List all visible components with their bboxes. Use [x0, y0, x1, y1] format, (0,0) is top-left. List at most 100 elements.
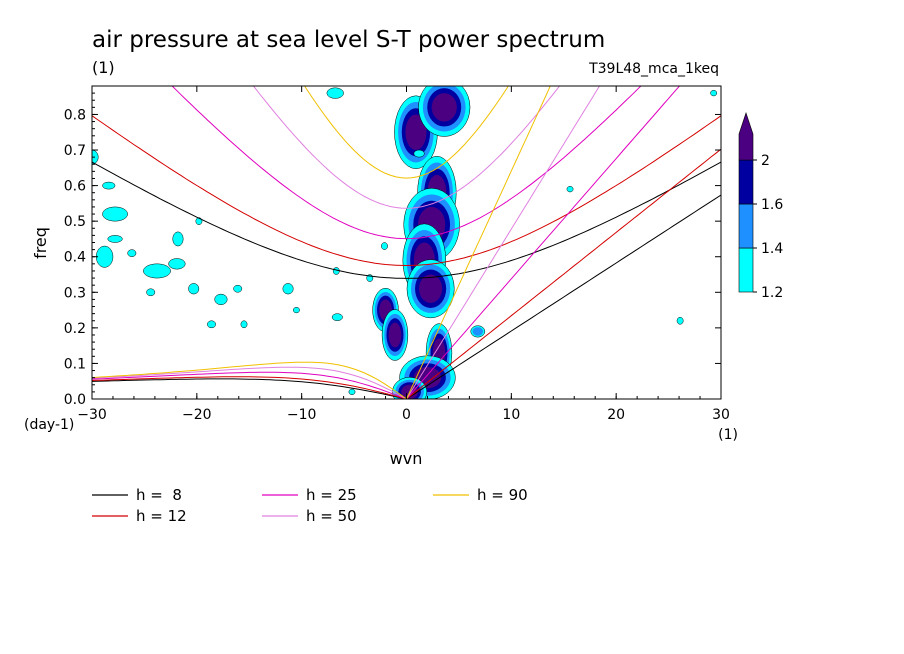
contour-region [168, 258, 186, 270]
x-tick-label: −10 [287, 407, 317, 423]
contour-fill-1.2 [240, 320, 248, 329]
contour-fill-1.2 [381, 242, 388, 250]
x-tick-label: 10 [502, 407, 520, 423]
contour-region [102, 181, 116, 190]
ig-curve-h8 [92, 161, 721, 279]
contour-fill-1.2 [413, 149, 425, 158]
contour-region [143, 263, 171, 279]
dispersion-curves [92, 86, 721, 399]
rossby-curve-h25 [92, 371, 407, 399]
kelvin-curve-h12 [406, 148, 721, 399]
contour-fill-1.2 [214, 293, 228, 305]
contour-fill-1.2 [326, 87, 344, 99]
legend-label: h = 50 [306, 507, 357, 525]
contour-fill-1.2 [172, 231, 184, 247]
colorbar-swatch [738, 247, 754, 293]
contour-region [214, 293, 228, 305]
contour-region [172, 231, 184, 247]
contour-fill-1.2 [233, 284, 243, 293]
y-tick-label: 0.6 [64, 179, 86, 195]
contour-region [676, 316, 684, 325]
contour-fill-1.2 [146, 288, 156, 297]
chart-title-unit: (1) [92, 58, 115, 77]
contour-region [348, 388, 356, 395]
contour-fill-2 [431, 93, 457, 122]
contour-fill-1.2 [293, 306, 300, 314]
contour-fill-1.2 [566, 186, 574, 193]
kelvin-curve-h8 [406, 194, 721, 399]
legend-label: h = 8 [136, 486, 182, 504]
run-label: T39L48_mca_1keq [588, 61, 719, 77]
legend-label: h = 12 [136, 507, 187, 525]
rossby-curve-h12 [92, 376, 407, 399]
contour-fill-1.2 [168, 258, 186, 270]
contour-region [470, 325, 486, 338]
x-tick-label: 0 [402, 407, 411, 423]
contour-region [331, 313, 343, 321]
contour-region [95, 245, 114, 268]
contour-fill-1.2 [102, 181, 116, 190]
y-tick-label: 0.2 [64, 321, 86, 337]
legend-label: h = 90 [477, 486, 528, 504]
contour-layer [92, 86, 718, 399]
y-axis-unit: (day-1) [24, 417, 74, 433]
x-axis-unit: (1) [718, 427, 738, 443]
contour-region [92, 149, 99, 165]
y-tick-label: 0.5 [64, 214, 86, 230]
y-axis-label: freq [31, 227, 50, 259]
ig-curve-h12 [92, 115, 721, 267]
contour-region [293, 306, 300, 314]
y-tick-label: 0.8 [64, 107, 86, 123]
contour-fill-1.2 [710, 90, 718, 97]
contour-region [146, 288, 156, 297]
contour-region [207, 320, 216, 329]
y-tick-label: 0.7 [64, 143, 86, 159]
contour-region [381, 309, 409, 361]
colorbar-label: 1.4 [761, 241, 783, 257]
legend: h = 8 h = 12 h = 25 h = 50 h = 90 [92, 486, 528, 525]
contour-region [710, 90, 718, 97]
contour-fill-2 [405, 114, 427, 151]
contour-region [413, 149, 425, 158]
contour-fill-1.2 [127, 249, 137, 257]
contour-region [381, 242, 388, 250]
contour-fill-1.2 [92, 149, 99, 165]
chart-title: air pressure at sea level S-T power spec… [92, 27, 605, 53]
contour-region [406, 259, 455, 319]
contour-region [282, 283, 294, 295]
axes-layer: −30 −20 −10 0 10 20 30 0.0 0.1 0.2 0.3 0.4 0.5 0.6 0.7… [64, 86, 730, 423]
contour-fill-1.2 [102, 206, 128, 222]
x-axis-label: wvn [390, 449, 423, 468]
x-tick-label: 30 [712, 407, 730, 423]
contour-region [107, 235, 123, 243]
contour-fill-1.2 [143, 263, 171, 279]
rossby-curve-h50 [92, 366, 407, 399]
contour-fill-1.2 [348, 388, 356, 395]
y-tick-label: 0.3 [64, 285, 86, 301]
contour-fill-1.2 [107, 235, 123, 243]
y-tick-label: 0.0 [64, 392, 86, 408]
rossby-curve-h8 [92, 378, 407, 399]
kelvin-curve-h25 [406, 86, 681, 399]
contour-region [188, 283, 200, 295]
legend-label: h = 25 [306, 486, 357, 504]
colorbar: 1.2 1.4 1.6 2 [738, 112, 783, 301]
y-tick-label: 0.4 [64, 250, 86, 266]
y-tick-label: 0.1 [64, 356, 86, 372]
kelvin-curve-h90 [406, 86, 551, 399]
contour-region [418, 86, 471, 137]
colorbar-swatch [738, 203, 754, 249]
ig-curve-h25 [171, 86, 642, 240]
colorbar-label: 2 [761, 153, 770, 169]
contour-fill-1.2 [95, 245, 114, 268]
contour-fill-1.2 [207, 320, 216, 329]
contour-fill-1.2 [188, 283, 200, 295]
contour-region [392, 377, 428, 399]
contour-region [127, 249, 137, 257]
contour-region [566, 186, 574, 193]
ig-curve-h90 [304, 86, 509, 179]
contour-region [240, 320, 248, 329]
x-tick-label: −30 [77, 407, 107, 423]
contour-fill-2 [388, 322, 402, 348]
